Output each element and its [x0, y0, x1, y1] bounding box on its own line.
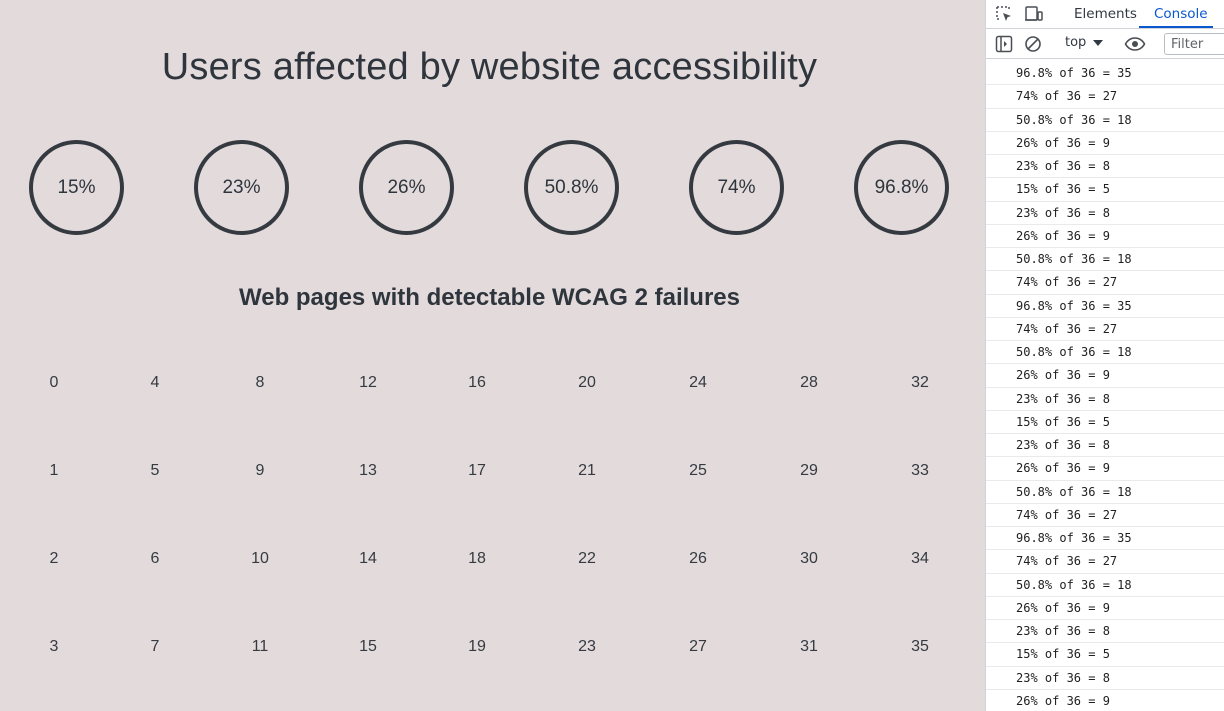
console-log-line: 23% of 36 = 8 — [986, 388, 1224, 411]
grid-number: 16 — [468, 374, 486, 391]
circle-label: 26% — [387, 176, 426, 198]
grid-number: 19 — [468, 638, 486, 655]
grid-number: 12 — [359, 374, 377, 391]
grid-number: 4 — [150, 374, 160, 391]
console-log-line: 50.8% of 36 = 18 — [986, 574, 1224, 597]
devtools-panel: Elements Console top 96.8% of 36 = 3574%… — [985, 0, 1224, 711]
grid-number: 14 — [359, 550, 377, 567]
circle-label: 15% — [57, 176, 96, 198]
console-log-line: 26% of 36 = 9 — [986, 225, 1224, 248]
tab-console[interactable]: Console — [1154, 6, 1208, 22]
grid-number: 2 — [49, 550, 59, 567]
page-title: Users affected by website accessibility — [161, 46, 818, 88]
grid-number: 28 — [800, 374, 818, 391]
console-log-line: 74% of 36 = 27 — [986, 85, 1224, 109]
grid-number: 26 — [689, 550, 707, 567]
percentage-circle: 74% — [689, 140, 784, 235]
grid-number: 7 — [150, 638, 160, 655]
console-log-line: 15% of 36 = 5 — [986, 178, 1224, 202]
percentage-circle: 23% — [194, 140, 289, 235]
console-log-line: 96.8% of 36 = 35 — [986, 62, 1224, 86]
page-content: Users affected by website accessibility … — [29, 46, 949, 655]
grid-number: 17 — [468, 462, 486, 479]
grid-number: 29 — [800, 462, 818, 479]
percentage-circle: 15% — [29, 140, 124, 235]
console-log-line: 26% of 36 = 9 — [986, 597, 1224, 620]
grid-number: 33 — [911, 462, 929, 479]
active-tab-indicator — [1139, 26, 1213, 28]
grid-number: 21 — [578, 462, 596, 479]
devtools-tab-bar: Elements Console — [986, 0, 1224, 29]
sidebar-toggle-icon[interactable] — [995, 35, 1013, 53]
grid-number: 5 — [150, 462, 160, 479]
console-log-line: 23% of 36 = 8 — [986, 155, 1224, 179]
console-log-line: 26% of 36 = 9 — [986, 457, 1224, 481]
grid-number: 23 — [578, 638, 596, 655]
grid-number: 22 — [578, 550, 596, 567]
console-filter-input[interactable] — [1164, 33, 1224, 55]
circle-label: 50.8% — [544, 176, 599, 198]
chevron-down-icon[interactable] — [1093, 40, 1103, 46]
console-log-line: 96.8% of 36 = 35 — [986, 295, 1224, 318]
grid-number: 1 — [49, 462, 59, 479]
console-log-line: 74% of 36 = 27 — [986, 550, 1224, 574]
tab-elements[interactable]: Elements — [1074, 6, 1137, 22]
console-toolbar: top — [986, 29, 1224, 59]
console-log-line: 74% of 36 = 27 — [986, 504, 1224, 527]
console-log-line: 26% of 36 = 9 — [986, 132, 1224, 155]
percentage-circle: 26% — [359, 140, 454, 235]
grid-number: 27 — [689, 638, 707, 655]
grid-number: 9 — [255, 462, 265, 479]
percentage-circle: 96.8% — [854, 140, 949, 235]
console-log-line: 74% of 36 = 27 — [986, 318, 1224, 341]
console-log-line: 50.8% of 36 = 18 — [986, 248, 1224, 272]
percentage-circle: 50.8% — [524, 140, 619, 235]
grid-number: 15 — [359, 638, 377, 655]
console-log-line: 23% of 36 = 8 — [986, 202, 1224, 225]
section-subtitle: Web pages with detectable WCAG 2 failure… — [239, 284, 740, 311]
console-log-line: 15% of 36 = 5 — [986, 643, 1224, 667]
clear-console-icon[interactable] — [1024, 35, 1042, 53]
grid-number: 10 — [251, 550, 269, 567]
circle-label: 74% — [717, 176, 756, 198]
inspect-element-icon[interactable] — [995, 5, 1013, 23]
console-log-line: 23% of 36 = 8 — [986, 434, 1224, 458]
circle-label: 23% — [222, 176, 261, 198]
grid-number: 11 — [251, 638, 269, 655]
grid-number: 0 — [49, 374, 59, 391]
circle-label: 96.8% — [874, 176, 929, 198]
grid-number: 3 — [49, 638, 59, 655]
device-toolbar-icon[interactable] — [1024, 5, 1043, 23]
console-log-line: 23% of 36 = 8 — [986, 620, 1224, 644]
console-log-line: 74% of 36 = 27 — [986, 271, 1224, 295]
grid-number: 24 — [689, 374, 707, 391]
console-log-line: 50.8% of 36 = 18 — [986, 341, 1224, 365]
console-log-line: 23% of 36 = 8 — [986, 667, 1224, 690]
grid-number: 8 — [255, 374, 265, 391]
context-selector[interactable]: top — [1065, 35, 1087, 50]
live-expression-icon[interactable] — [1124, 35, 1146, 53]
console-log-line: 26% of 36 = 9 — [986, 364, 1224, 388]
console-log-line: 96.8% of 36 = 35 — [986, 527, 1224, 551]
grid-number: 20 — [578, 374, 596, 391]
grid-number: 25 — [689, 462, 707, 479]
grid-number: 32 — [911, 374, 929, 391]
console-log-line: 26% of 36 = 9 — [986, 690, 1224, 711]
console-log-line: 15% of 36 = 5 — [986, 411, 1224, 434]
grid-number: 31 — [800, 638, 818, 655]
grid-number: 34 — [911, 550, 929, 567]
grid-number: 18 — [468, 550, 486, 567]
grid-number: 13 — [359, 462, 377, 479]
grid-number: 30 — [800, 550, 818, 567]
grid-number: 6 — [150, 550, 160, 567]
grid-number: 35 — [911, 638, 929, 655]
console-log-line: 50.8% of 36 = 18 — [986, 481, 1224, 504]
console-log: 96.8% of 36 = 35 74% of 36 = 27 50.8% of 3… — [986, 62, 1224, 711]
console-log-line: 50.8% of 36 = 18 — [986, 109, 1224, 132]
